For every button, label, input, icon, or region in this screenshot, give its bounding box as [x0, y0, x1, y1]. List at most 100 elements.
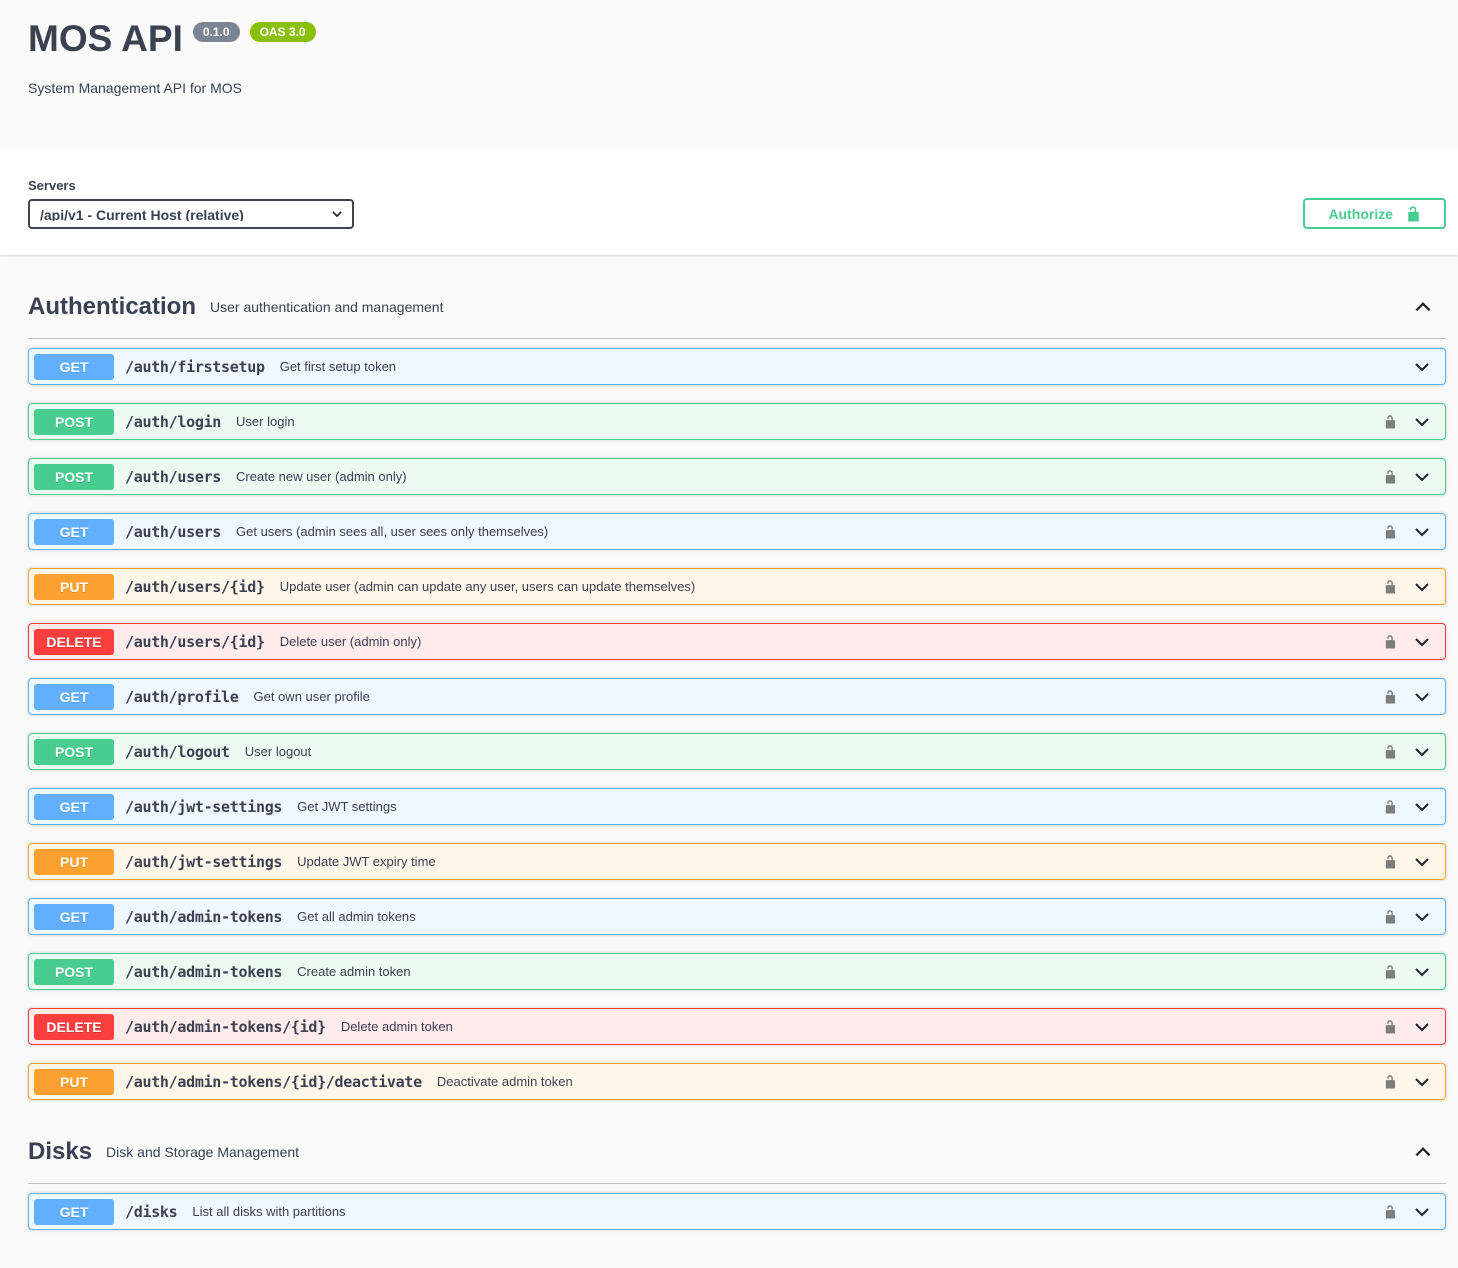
chevron-down-icon[interactable]	[1412, 687, 1432, 707]
operation-row[interactable]: POST /auth/login User login	[28, 403, 1446, 440]
operation-row[interactable]: PUT /auth/users/{id} Update user (admin …	[28, 568, 1446, 605]
auth-lock-icon[interactable]	[1383, 688, 1397, 705]
auth-lock-icon[interactable]	[1383, 1018, 1397, 1035]
chevron-down-icon[interactable]	[1412, 467, 1432, 487]
operation-path: /auth/admin-tokens	[125, 907, 283, 926]
servers-label: Servers	[28, 178, 76, 193]
operation-row[interactable]: PUT /auth/jwt-settings Update JWT expiry…	[28, 843, 1446, 880]
chevron-down-icon[interactable]	[1412, 1072, 1432, 1092]
auth-lock-icon[interactable]	[1383, 798, 1397, 815]
operation-path: /auth/login	[125, 412, 222, 431]
chevron-down-icon[interactable]	[1412, 962, 1432, 982]
chevron-down-icon[interactable]	[1412, 1017, 1432, 1037]
row-controls	[1383, 797, 1432, 817]
auth-lock-icon[interactable]	[1383, 413, 1397, 430]
chevron-down-icon[interactable]	[1412, 1202, 1432, 1222]
method-badge: PUT	[34, 848, 114, 875]
operation-row[interactable]: GET /auth/profile Get own user profile	[28, 678, 1446, 715]
servers-select-wrap: /api/v1 - Current Host (relative)	[28, 199, 354, 229]
section-title: Disks	[28, 1138, 93, 1165]
api-section: Disks Disk and Storage Management GET /d…	[28, 1138, 1446, 1230]
authorize-button[interactable]: Authorize	[1303, 198, 1446, 229]
operation-path: /disks	[125, 1202, 178, 1221]
auth-lock-icon[interactable]	[1383, 908, 1397, 925]
chevron-down-icon[interactable]	[1412, 357, 1432, 377]
operation-path: /auth/jwt-settings	[125, 852, 283, 871]
operation-path: /auth/admin-tokens/{id}/deactivate	[125, 1072, 422, 1091]
chevron-up-icon[interactable]	[1412, 1141, 1434, 1163]
operation-list: GET /disks List all disks with partition…	[28, 1184, 1446, 1230]
operation-row[interactable]: GET /auth/admin-tokens Get all admin tok…	[28, 898, 1446, 935]
auth-lock-icon[interactable]	[1383, 633, 1397, 650]
chevron-down-icon[interactable]	[1412, 522, 1432, 542]
auth-lock-icon[interactable]	[1383, 963, 1397, 980]
chevron-down-icon[interactable]	[1412, 577, 1432, 597]
auth-lock-icon[interactable]	[1383, 1203, 1397, 1220]
operation-path: /auth/users/{id}	[125, 577, 265, 596]
operation-row[interactable]: DELETE /auth/admin-tokens/{id} Delete ad…	[28, 1008, 1446, 1045]
auth-lock-icon[interactable]	[1383, 578, 1397, 595]
section-description: User authentication and management	[210, 299, 444, 315]
method-badge: POST	[34, 463, 114, 490]
chevron-down-icon[interactable]	[1412, 797, 1432, 817]
chevron-down-icon[interactable]	[1412, 852, 1432, 872]
operation-path: /auth/logout	[125, 742, 230, 761]
chevron-down-icon[interactable]	[1412, 742, 1432, 762]
method-badge: GET	[34, 518, 114, 545]
operation-row[interactable]: GET /disks List all disks with partition…	[28, 1193, 1446, 1230]
row-controls	[1383, 467, 1432, 487]
chevron-down-icon[interactable]	[1412, 632, 1432, 652]
api-description: System Management API for MOS	[28, 80, 242, 96]
auth-lock-icon[interactable]	[1383, 523, 1397, 540]
operation-summary: Get all admin tokens	[297, 909, 416, 924]
operation-row[interactable]: GET /auth/jwt-settings Get JWT settings	[28, 788, 1446, 825]
method-badge: GET	[34, 353, 114, 380]
version-badge: 0.1.0	[192, 22, 240, 42]
chevron-up-icon[interactable]	[1412, 296, 1434, 318]
operation-path: /auth/admin-tokens	[125, 962, 283, 981]
operations-area: Authentication User authentication and m…	[0, 293, 1458, 1268]
auth-lock-icon[interactable]	[1383, 743, 1397, 760]
chevron-down-icon[interactable]	[1412, 907, 1432, 927]
row-controls	[1383, 742, 1432, 762]
operation-path: /auth/users	[125, 522, 222, 541]
row-controls	[1383, 632, 1432, 652]
oas-badge: OAS 3.0	[249, 22, 316, 42]
operation-row[interactable]: PUT /auth/admin-tokens/{id}/deactivate D…	[28, 1063, 1446, 1100]
operation-summary: Get first setup token	[279, 359, 397, 374]
method-badge: DELETE	[34, 628, 114, 655]
section-header[interactable]: Disks Disk and Storage Management	[28, 1138, 1446, 1184]
operation-row[interactable]: GET /auth/users Get users (admin sees al…	[28, 513, 1446, 550]
method-badge: GET	[34, 683, 114, 710]
operation-list: GET /auth/firstsetup Get first setup tok…	[28, 339, 1446, 1100]
method-badge: GET	[34, 903, 114, 930]
operation-summary: Create admin token	[297, 964, 411, 979]
operation-summary: Create new user (admin only)	[236, 469, 407, 484]
servers-group: Servers /api/v1 - Current Host (relative…	[28, 178, 354, 229]
scheme-container: Servers /api/v1 - Current Host (relative…	[0, 147, 1458, 255]
operation-row[interactable]: GET /auth/firstsetup Get first setup tok…	[28, 348, 1446, 385]
auth-lock-icon[interactable]	[1383, 853, 1397, 870]
section-description: Disk and Storage Management	[106, 1144, 300, 1160]
page-title: MOS API	[28, 18, 183, 59]
operation-summary: Get JWT settings	[297, 799, 397, 814]
operation-row[interactable]: POST /auth/users Create new user (admin …	[28, 458, 1446, 495]
section-title: Authentication	[28, 293, 196, 320]
auth-lock-icon[interactable]	[1383, 1073, 1397, 1090]
method-badge: GET	[34, 1198, 114, 1225]
row-controls	[1383, 962, 1432, 982]
section-header[interactable]: Authentication User authentication and m…	[28, 293, 1446, 339]
auth-lock-icon[interactable]	[1383, 468, 1397, 485]
authorize-label: Authorize	[1328, 205, 1393, 222]
chevron-down-icon[interactable]	[1412, 412, 1432, 432]
servers-select[interactable]: /api/v1 - Current Host (relative)	[28, 199, 354, 229]
row-controls	[1383, 1017, 1432, 1037]
operation-row[interactable]: DELETE /auth/users/{id} Delete user (adm…	[28, 623, 1446, 660]
operation-summary: Delete admin token	[340, 1019, 453, 1034]
method-badge: POST	[34, 958, 114, 985]
operation-row[interactable]: POST /auth/admin-tokens Create admin tok…	[28, 953, 1446, 990]
method-badge: PUT	[34, 1068, 114, 1095]
method-badge: POST	[34, 408, 114, 435]
operation-summary: Update JWT expiry time	[297, 854, 436, 869]
operation-row[interactable]: POST /auth/logout User logout	[28, 733, 1446, 770]
